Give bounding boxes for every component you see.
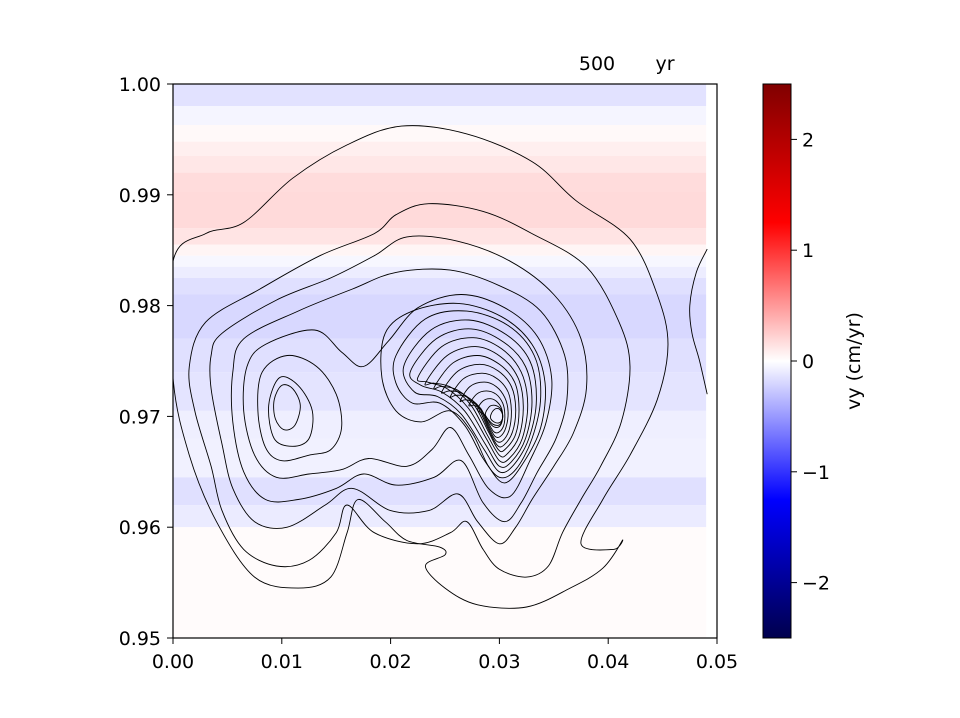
title-right: yr (655, 53, 674, 75)
contour-line (173, 125, 669, 609)
x-tick-label: 0.00 (152, 651, 194, 673)
y-axis: 0.95 0.96 0.97 0.98 0.99 1.00 (119, 74, 173, 650)
contour-line (468, 390, 506, 434)
colorbar-tick-label: 2 (802, 129, 814, 151)
heatmap-band (173, 477, 707, 506)
contour-line (689, 248, 708, 395)
contour-line (392, 310, 542, 479)
title-left: 500 (579, 53, 615, 75)
y-tick-label: 0.95 (119, 628, 161, 650)
heatmap-band (173, 84, 707, 107)
heatmap-band (173, 410, 707, 439)
colorbar-tick-label: 0 (802, 351, 814, 373)
contour-line (242, 294, 553, 499)
colorbar-ticks: −2 −1 0 1 2 (791, 129, 830, 595)
heatmap-band (173, 338, 707, 373)
y-tick-label: 0.98 (119, 296, 161, 318)
heatmap-band (173, 124, 707, 142)
colorbar-tick-label: −2 (802, 573, 830, 595)
plot-frame (172, 83, 718, 639)
contour-line (268, 376, 314, 447)
heatmap-band (173, 266, 707, 278)
contour-line (257, 354, 343, 462)
contour-line (402, 319, 537, 474)
colorbar-tick-label: 1 (802, 240, 814, 262)
contour-line (380, 302, 546, 484)
contour-line (416, 337, 529, 463)
y-tick-label: 1.00 (119, 74, 161, 96)
contour-line (231, 268, 569, 523)
y-tick-label: 0.99 (119, 185, 161, 207)
contour-line (209, 235, 588, 545)
contour-line (273, 384, 301, 431)
heatmap-band (173, 244, 707, 256)
colorbar (763, 84, 791, 638)
y-tick-label: 0.97 (119, 406, 161, 428)
x-tick-label: 0.01 (261, 651, 303, 673)
heatmap-band (173, 228, 707, 245)
heatmap-band (173, 172, 707, 192)
x-tick-label: 0.05 (696, 651, 738, 673)
contour-line (449, 372, 512, 443)
contour-line (188, 203, 631, 578)
heatmap-band (173, 438, 707, 478)
colorbar-label: vy (cm/yr) (843, 312, 865, 410)
heatmap-layer (173, 84, 707, 638)
contour-layer (173, 125, 708, 609)
heatmap-band (173, 505, 707, 528)
heatmap-band (173, 255, 707, 267)
x-tick-label: 0.02 (369, 651, 411, 673)
heatmap-band (173, 141, 707, 157)
x-tick-label: 0.04 (587, 651, 629, 673)
contour-line (489, 408, 504, 424)
y-tick-label: 0.96 (119, 517, 161, 539)
x-tick-label: 0.03 (478, 651, 520, 673)
heatmap-band (173, 294, 707, 339)
contour-line (441, 363, 517, 448)
contour-line (433, 355, 520, 453)
heatmap-band (173, 191, 707, 229)
heatmap-band (173, 277, 707, 295)
colorbar-tick-label: −1 (802, 462, 830, 484)
heatmap-band (173, 527, 707, 638)
heatmap-band (173, 106, 707, 125)
heatmap-band (173, 156, 707, 173)
x-axis: 0.00 0.01 0.02 0.03 0.04 0.05 (152, 638, 738, 673)
